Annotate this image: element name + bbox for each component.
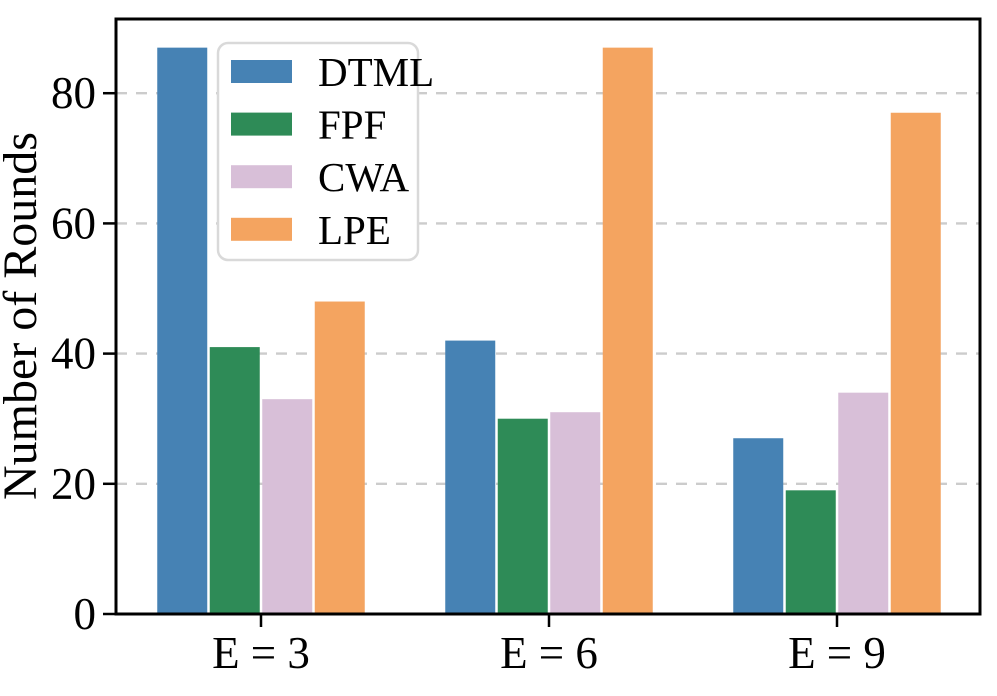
y-tick-label-80: 80: [51, 68, 96, 118]
bar-lpe-e-3: [314, 301, 365, 614]
y-tick-label-20: 20: [51, 459, 96, 509]
bar-dtml-e-9: [733, 438, 784, 614]
bar-lpe-e-6: [602, 47, 653, 615]
legend-label-cwa: CWA: [318, 154, 410, 200]
y-tick-label-60: 60: [51, 198, 96, 248]
bar-lpe-e-9: [890, 112, 941, 614]
legend-swatch-cwa: [231, 165, 292, 189]
legend-box: [216, 41, 420, 262]
bar-cwa-e-6: [550, 412, 601, 614]
legend-label-fpf: FPF: [318, 102, 386, 148]
legend-label-lpe: LPE: [318, 207, 391, 253]
bar-fpf-e-9: [785, 490, 836, 614]
bar-dtml-e-3: [157, 47, 208, 615]
x-tick-label-e-3: E = 3: [212, 628, 310, 678]
bar-fpf-e-6: [497, 418, 548, 614]
legend-swatch-lpe: [231, 217, 292, 241]
bar-dtml-e-6: [445, 340, 496, 614]
legend-label-dtml: DTML: [318, 49, 434, 95]
legend: DTML FPF CWA LPE: [216, 41, 434, 262]
bar-fpf-e-3: [209, 347, 260, 614]
y-tick-label-0: 0: [74, 589, 97, 639]
y-tick-label-40: 40: [51, 329, 96, 379]
legend-swatch-dtml: [231, 60, 292, 83]
x-tick-label-e-9: E = 9: [788, 628, 886, 678]
legend-swatch-fpf: [231, 112, 292, 136]
bar-cwa-e-3: [262, 399, 313, 614]
bar-cwa-e-9: [838, 392, 889, 614]
x-tick-label-e-6: E = 6: [500, 628, 598, 678]
y-axis-label: Number of Rounds: [0, 132, 47, 500]
